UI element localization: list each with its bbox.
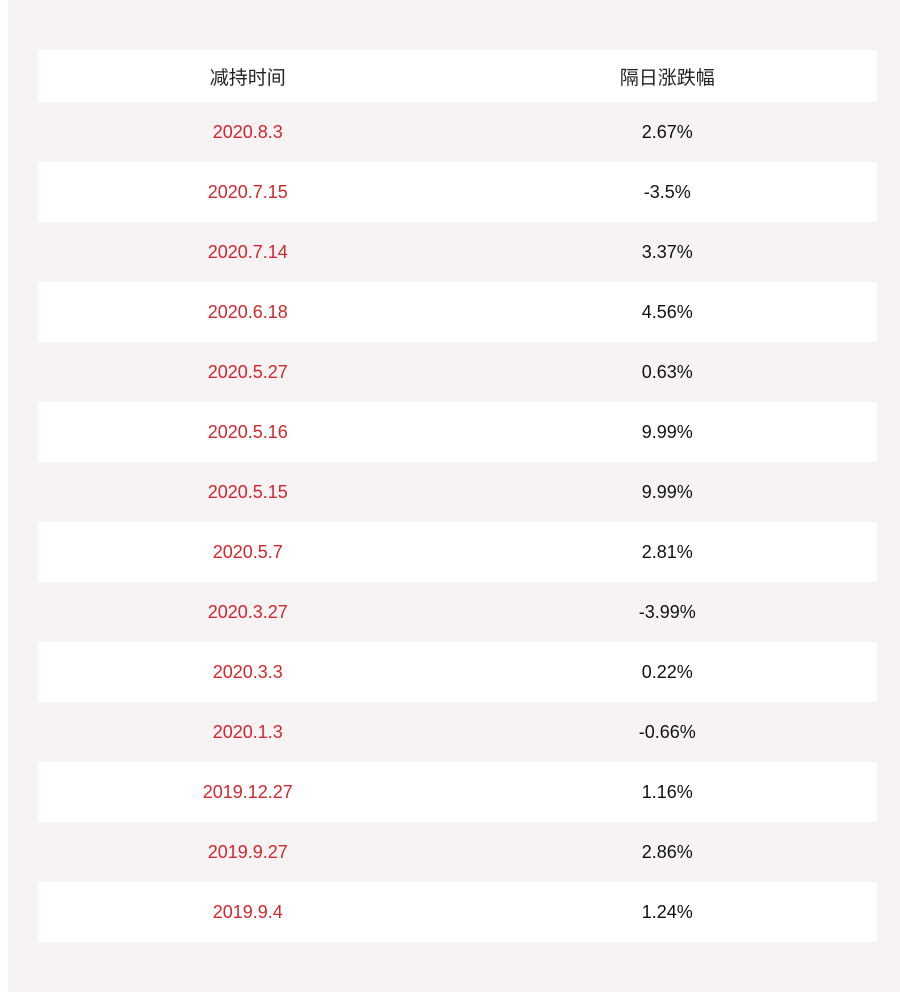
next-day-change-cell: 0.63% [641,361,693,382]
table-row: 2020.6.18 4.56% [38,282,877,342]
reduction-date-cell: 2020.3.27 [207,601,288,622]
table-row: 2020.5.16 9.99% [38,402,877,462]
reduction-table: 减持时间 隔日涨跌幅 2020.8.3 2.67% 2020.7.15 -3.5% 20… [38,50,877,942]
reduction-date-cell: 2020.5.15 [207,481,288,502]
reduction-date-cell: 2020.5.16 [207,421,288,442]
table-row: 2020.5.7 2.81% [38,522,877,582]
reduction-date-cell: 2019.9.27 [207,841,288,862]
reduction-date-cell: 2019.9.4 [212,901,283,922]
next-day-change-cell: 2.86% [641,841,693,862]
next-day-change-cell: 0.22% [641,661,693,682]
table-row: 2020.3.27 -3.99% [38,582,877,642]
next-day-change-cell: 9.99% [641,421,693,442]
table-body: 2020.8.3 2.67% 2020.7.15 -3.5% 2020.7.14 3.37… [38,102,877,942]
reduction-date-cell: 2020.5.7 [212,541,283,562]
reduction-date-cell: 2020.3.3 [212,661,283,682]
reduction-date-cell: 2020.5.27 [207,361,288,382]
reduction-date-cell: 2020.6.18 [207,301,288,322]
table-row: 2019.12.27 1.16% [38,762,877,822]
reduction-date-cell: 2020.7.14 [207,241,288,262]
table-header: 减持时间 隔日涨跌幅 [38,50,877,102]
table-row: 2020.5.27 0.63% [38,342,877,402]
table-row: 2020.5.15 9.99% [38,462,877,522]
next-day-change-cell: -3.5% [643,181,691,202]
next-day-change-cell: 2.81% [641,541,693,562]
table-row: 2019.9.4 1.24% [38,882,877,942]
header-reduction-date: 减持时间 [209,67,286,89]
next-day-change-cell: 1.24% [641,901,693,922]
reduction-date-cell: 2020.7.15 [207,181,288,202]
table-row: 2019.9.27 2.86% [38,822,877,882]
table-row: 2020.8.3 2.67% [38,102,877,162]
reduction-date-cell: 2020.1.3 [212,721,283,742]
table-row: 2020.1.3 -0.66% [38,702,877,762]
next-day-change-cell: -3.99% [638,601,696,622]
reduction-date-cell: 2019.12.27 [202,781,293,802]
table-row: 2020.7.15 -3.5% [38,162,877,222]
next-day-change-cell: 2.67% [641,121,693,142]
next-day-change-cell: 4.56% [641,301,693,322]
content-panel: 减持时间 隔日涨跌幅 2020.8.3 2.67% 2020.7.15 -3.5% 20… [8,0,900,992]
reduction-date-cell: 2020.8.3 [212,121,283,142]
table-row: 2020.7.14 3.37% [38,222,877,282]
next-day-change-cell: 1.16% [641,781,693,802]
next-day-change-cell: -0.66% [638,721,696,742]
header-next-day-change: 隔日涨跌幅 [619,67,715,89]
table-row: 2020.3.3 0.22% [38,642,877,702]
next-day-change-cell: 9.99% [641,481,693,502]
next-day-change-cell: 3.37% [641,241,693,262]
